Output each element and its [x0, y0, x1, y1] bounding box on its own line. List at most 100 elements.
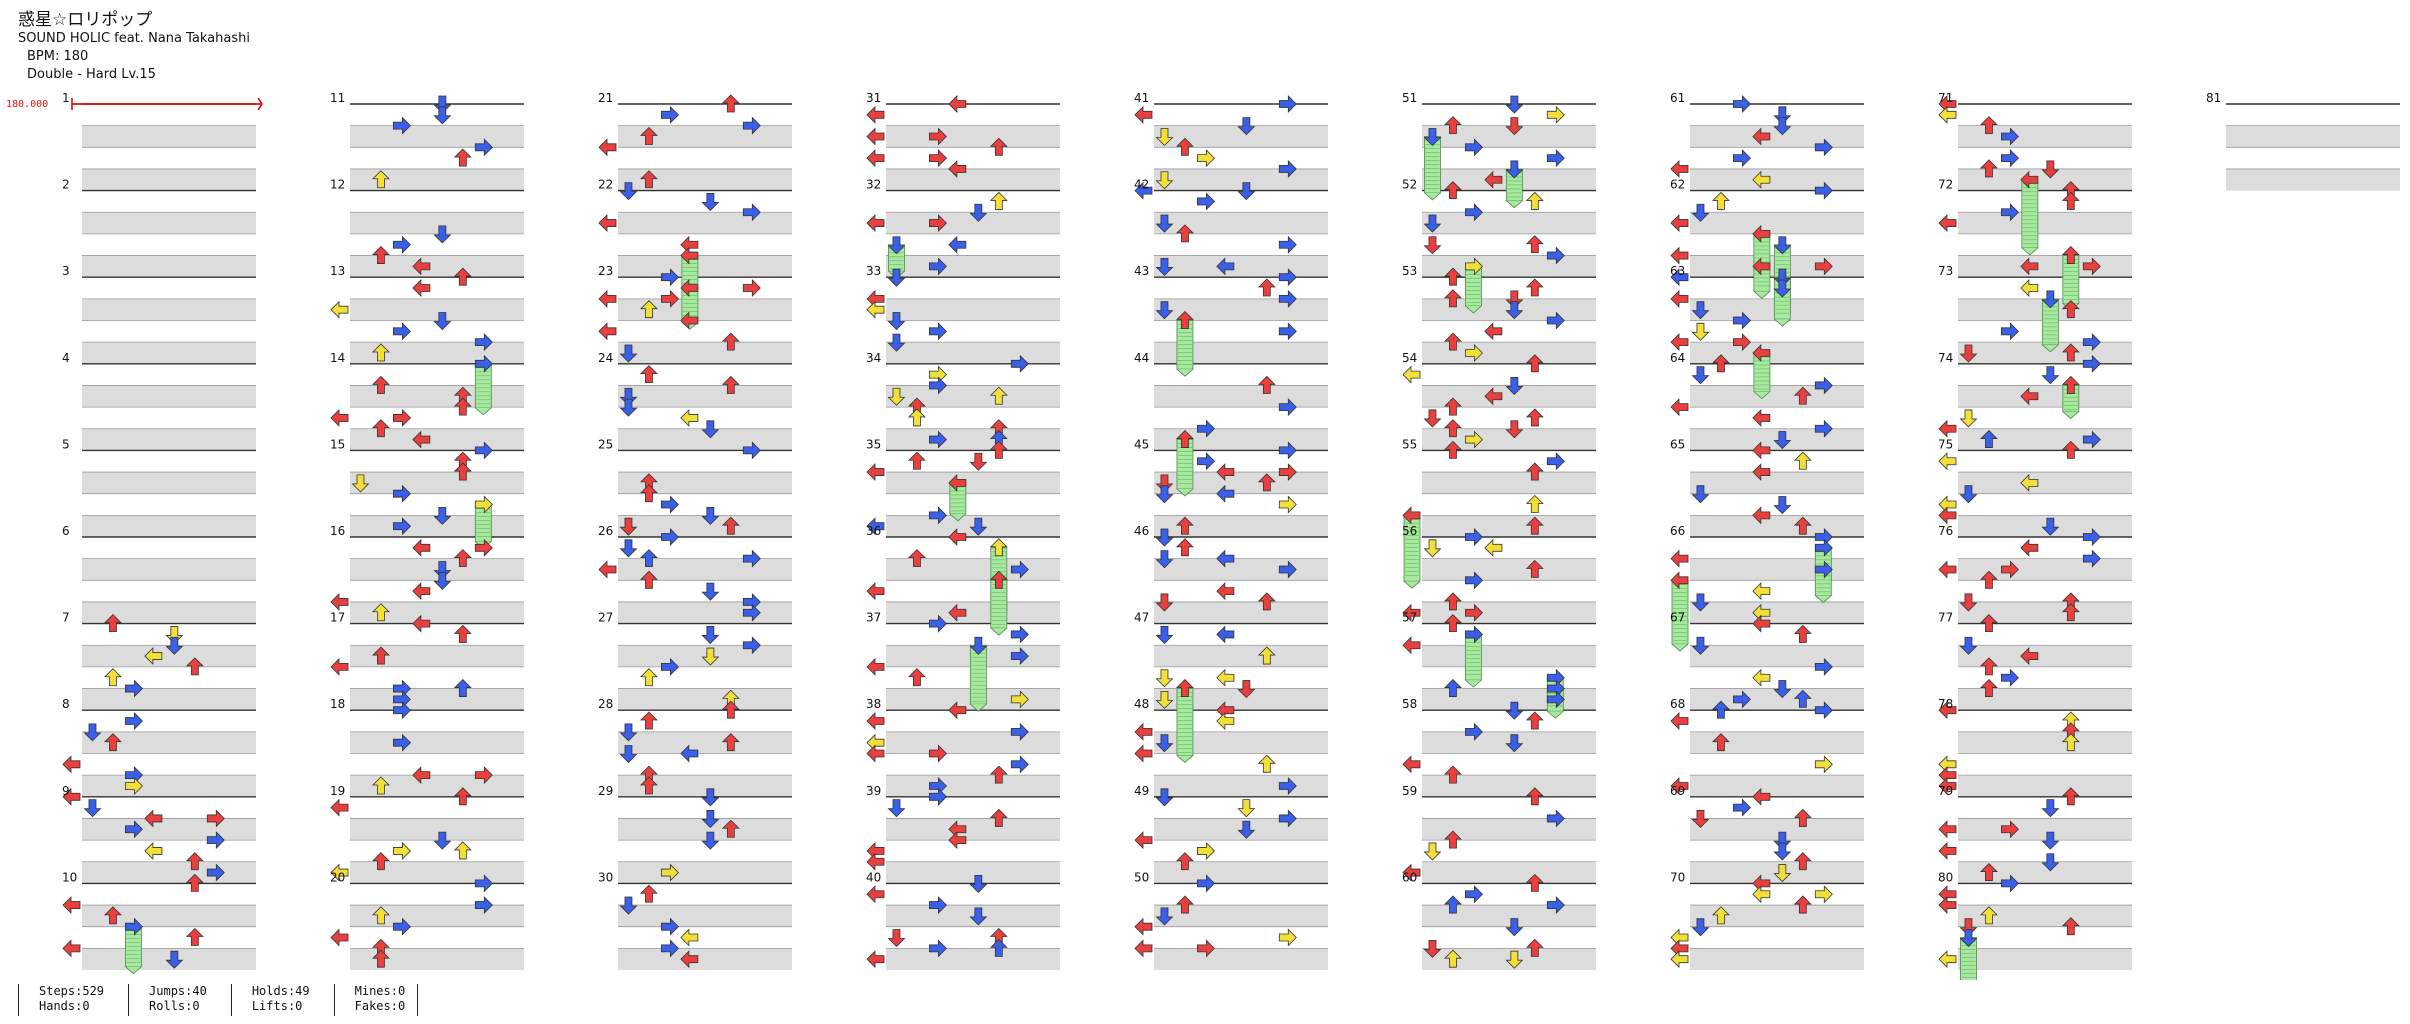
beat-stripe: [1958, 125, 2132, 148]
measure-number: 23: [598, 264, 613, 278]
arrow-note-left: [62, 787, 81, 806]
arrow-note-up: [639, 300, 658, 319]
arrow-note-right: [1278, 463, 1297, 482]
beat-stripe: [618, 645, 792, 667]
beat-stripe: [1958, 212, 2132, 234]
beat-stripe: [82, 731, 256, 754]
measure-number: 79: [1938, 784, 1953, 798]
arrow-note-right: [929, 939, 947, 958]
arrow-note-up: [639, 365, 658, 384]
arrow-note-down: [701, 831, 720, 850]
measure-number: 18: [330, 697, 345, 711]
arrow-note-left: [62, 939, 81, 958]
arrow-note-right: [1546, 149, 1565, 168]
measure-number: 28: [598, 697, 613, 711]
arrow-note-right: [474, 354, 493, 373]
beat-stripe: [82, 948, 256, 970]
arrow-note-down: [969, 636, 988, 655]
arrow-note-down: [1423, 236, 1442, 255]
arrow-note-left: [412, 257, 431, 276]
arrow-note-up: [1175, 137, 1194, 156]
hold-notes: [125, 136, 2080, 980]
beat-stripe: [1958, 558, 2132, 581]
song-difficulty: Double - Hard Lv.15: [27, 67, 156, 82]
arrow-note-down: [2041, 290, 2060, 309]
arrow-note-down: [619, 745, 638, 764]
arrow-note-left: [866, 852, 885, 871]
arrow-note-left: [1752, 408, 1771, 427]
arrow-note-left: [1752, 787, 1771, 806]
arrow-note-up: [1443, 592, 1462, 611]
arrow-note-right: [1814, 257, 1833, 276]
stat-fakes: Fakes:0: [354, 999, 406, 1013]
arrow-note-down: [1423, 539, 1442, 558]
arrow-note-left: [1752, 224, 1771, 243]
measure-numbers: 1234567891011121314151617181920212223242…: [62, 91, 2221, 884]
arrow-note-left: [2020, 538, 2039, 557]
arrow-note-down: [1773, 268, 1792, 287]
measure-number: 45: [1134, 437, 1149, 451]
arrow-note-up: [639, 884, 658, 903]
beat-stripe: [82, 385, 256, 408]
arrow-note-down: [351, 474, 370, 493]
beat-stripe: [1958, 948, 2132, 970]
arrow-note-down: [1691, 203, 1710, 222]
arrow-note-left: [866, 712, 885, 730]
arrow-note-up: [1711, 191, 1730, 210]
arrow-note-left: [412, 430, 431, 449]
measure-number: 46: [1134, 524, 1149, 538]
arrow-note-left: [1402, 506, 1421, 525]
arrow-note-down: [1237, 680, 1256, 699]
arrow-note-right: [661, 105, 679, 124]
beat-stripe: [350, 818, 524, 841]
arrow-note-up: [1793, 689, 1812, 708]
arrow-note-right: [393, 917, 411, 936]
arrow-note-right: [2082, 333, 2101, 352]
arrow-note-right: [929, 257, 947, 276]
beat-stripe: [1422, 861, 1596, 884]
arrow-note-left: [1670, 268, 1689, 287]
stat-steps: Steps:529: [39, 984, 105, 998]
beat-stripe: [82, 775, 256, 797]
arrow-note-right: [661, 289, 679, 308]
beat-stripe: [82, 212, 256, 234]
arrow-note-left: [2020, 473, 2039, 492]
arrow-note-down: [1155, 301, 1174, 320]
arrow-note-left: [866, 127, 885, 146]
beat-stripe: [1958, 342, 2132, 364]
hold-note: [1465, 634, 1482, 688]
beat-stripe: [886, 558, 1060, 581]
arrow-note-up: [1175, 430, 1194, 448]
arrow-note-up: [721, 94, 740, 113]
hold-note: [1960, 937, 1977, 980]
measure-number: 34: [866, 351, 881, 365]
measure-number: 25: [598, 437, 613, 451]
arrow-note-down: [433, 312, 452, 331]
arrow-note-up: [371, 949, 390, 968]
arrow-note-up: [639, 126, 658, 145]
beat-stripe: [886, 168, 1060, 191]
beat-stripe: [1422, 385, 1596, 408]
arrow-note-up: [1979, 678, 1998, 697]
beat-stripe: [1958, 385, 2132, 408]
measure-number: 22: [598, 178, 613, 192]
arrow-note-down: [701, 193, 720, 211]
song-artist: SOUND HOLIC feat. Nana Takahashi: [18, 31, 250, 46]
arrow-note-right: [2001, 560, 2019, 579]
beat-stripe: [618, 342, 792, 364]
arrow-note-down: [701, 420, 720, 439]
measure-number: 70: [1670, 870, 1685, 884]
arrow-note-left: [144, 809, 163, 828]
arrow-note-left: [412, 766, 431, 785]
song-title: 惑星☆ロリポップ: [18, 10, 153, 30]
arrow-note-right: [1546, 809, 1565, 828]
arrow-note-right: [1814, 376, 1833, 395]
arrow-note-right: [1010, 625, 1029, 644]
arrow-note-up: [1711, 906, 1730, 925]
arrow-note-down: [1691, 636, 1710, 655]
arrow-note-left: [866, 657, 885, 676]
arrow-note-right: [742, 636, 761, 655]
arrow-note-right: [2082, 257, 2101, 276]
arrow-note-up: [639, 668, 658, 687]
arrow-note-right: [1278, 159, 1297, 178]
